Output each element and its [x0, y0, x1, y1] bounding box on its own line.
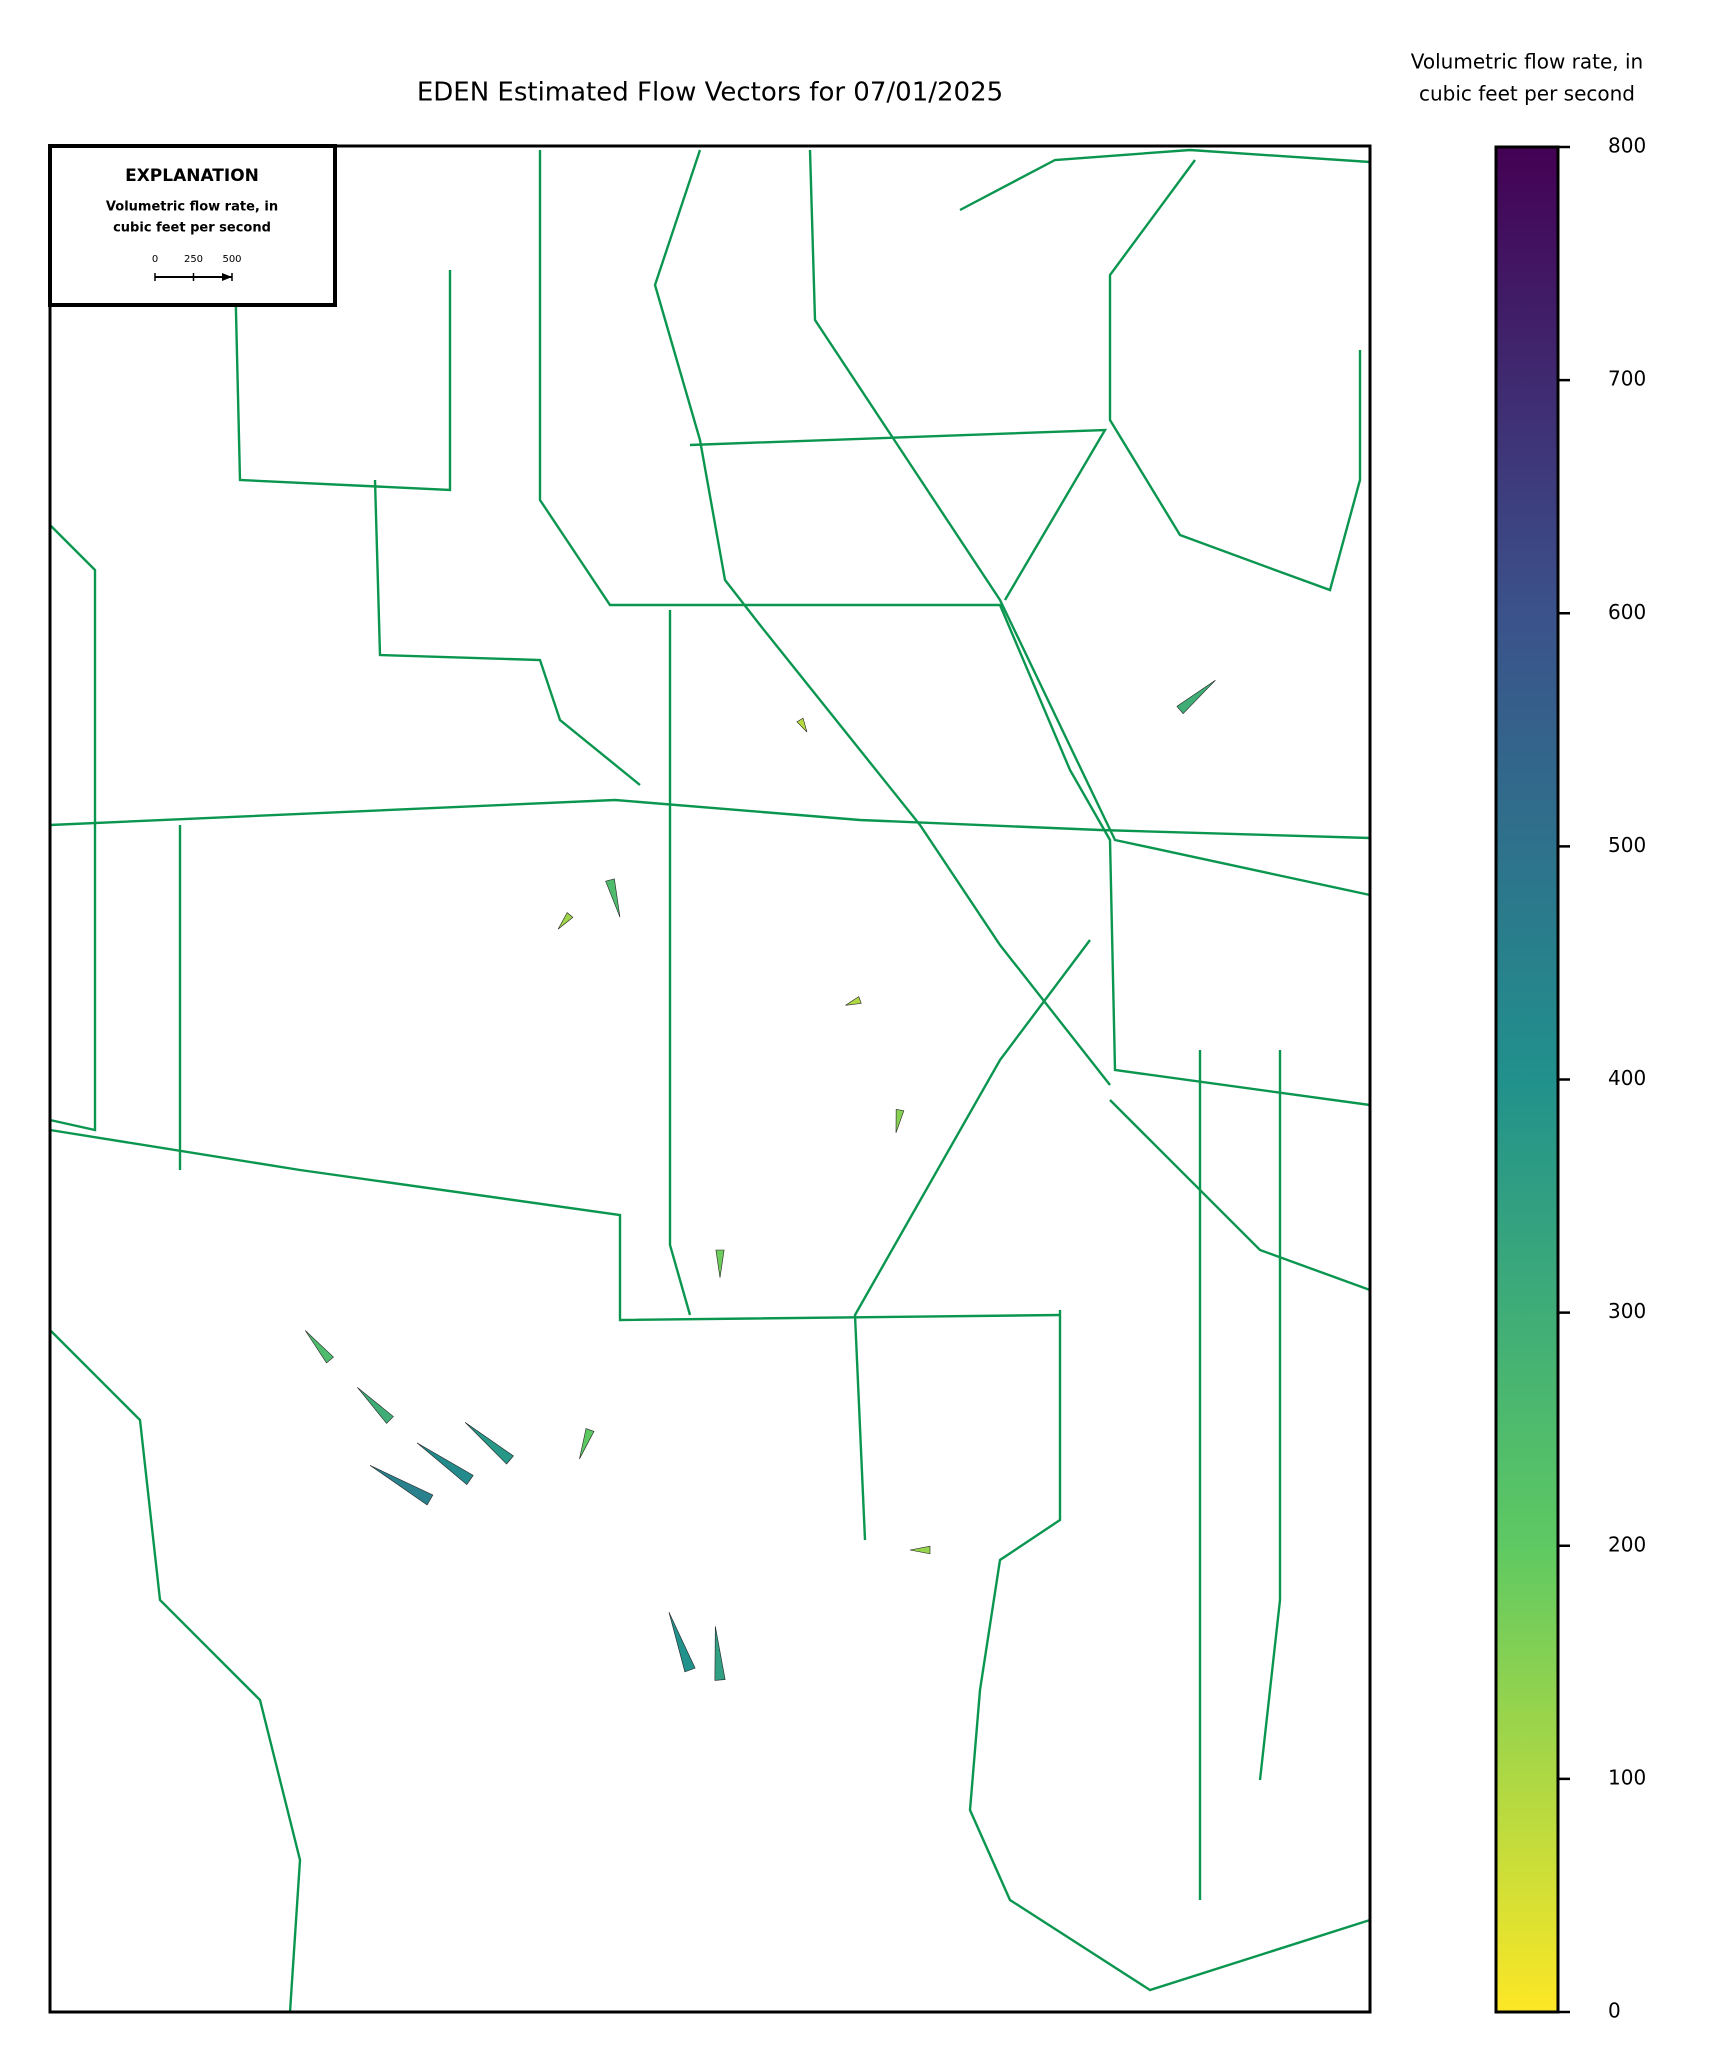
flow-vector: [579, 1428, 595, 1460]
colorbar-tick-label: 300: [1608, 1299, 1646, 1323]
colorbar-tick-label: 100: [1608, 1765, 1646, 1789]
flow-vector: [668, 1611, 696, 1673]
flow-vector: [369, 1465, 434, 1506]
legend-scale: 0 250 500: [152, 254, 242, 281]
colorbar-tick-label: 400: [1608, 1066, 1646, 1090]
explanation-title: EXPLANATION: [125, 166, 259, 186]
explanation-label: cubic feet per second: [113, 221, 271, 236]
flow-vector: [714, 1626, 726, 1681]
flow-vector: [357, 1387, 394, 1424]
colorbar-tick-label: 800: [1608, 134, 1646, 158]
explanation-box: [48, 144, 337, 307]
map-title: EDEN Estimated Flow Vectors for 07/01/20…: [417, 78, 1003, 108]
flow-vector: [715, 1249, 725, 1278]
flow-vector: [305, 1330, 334, 1364]
colorbar-label: cubic feet per second: [1419, 82, 1635, 106]
flow-vector: [909, 1545, 931, 1555]
explanation-label: Volumetric flow rate, in: [106, 200, 278, 215]
scale-head: [222, 273, 232, 281]
colorbar-label: Volumetric flow rate, in: [1411, 50, 1643, 74]
colorbar-tick-label: 500: [1608, 833, 1646, 857]
colorbar-tick-label: 0: [1608, 1999, 1621, 2023]
colorbar-tick-label: 600: [1608, 600, 1646, 624]
colorbar: 0 100 200 300 400 500 600 700 800: [1494, 134, 1646, 2023]
colorbar-tick-label: 200: [1608, 1532, 1646, 1556]
flow-vector: [464, 1422, 514, 1465]
flow-vector: [557, 912, 574, 930]
flow-vector: [845, 996, 862, 1006]
flow-vector: [416, 1442, 474, 1486]
scale-label: 250: [184, 254, 203, 265]
roads: [49, 148, 1371, 2013]
scale-label: 500: [222, 254, 241, 265]
flow-vector: [895, 1108, 905, 1133]
flow-vector: [605, 878, 621, 918]
map-frame: [48, 144, 1372, 2014]
flow-vector: [796, 717, 808, 733]
flow-vectors: [305, 680, 1216, 1681]
flow-vector: [1176, 680, 1216, 715]
scale-label: 0: [152, 254, 158, 265]
colorbar-tick-label: 700: [1608, 367, 1646, 391]
colorbar-fill: [1494, 145, 1560, 2014]
